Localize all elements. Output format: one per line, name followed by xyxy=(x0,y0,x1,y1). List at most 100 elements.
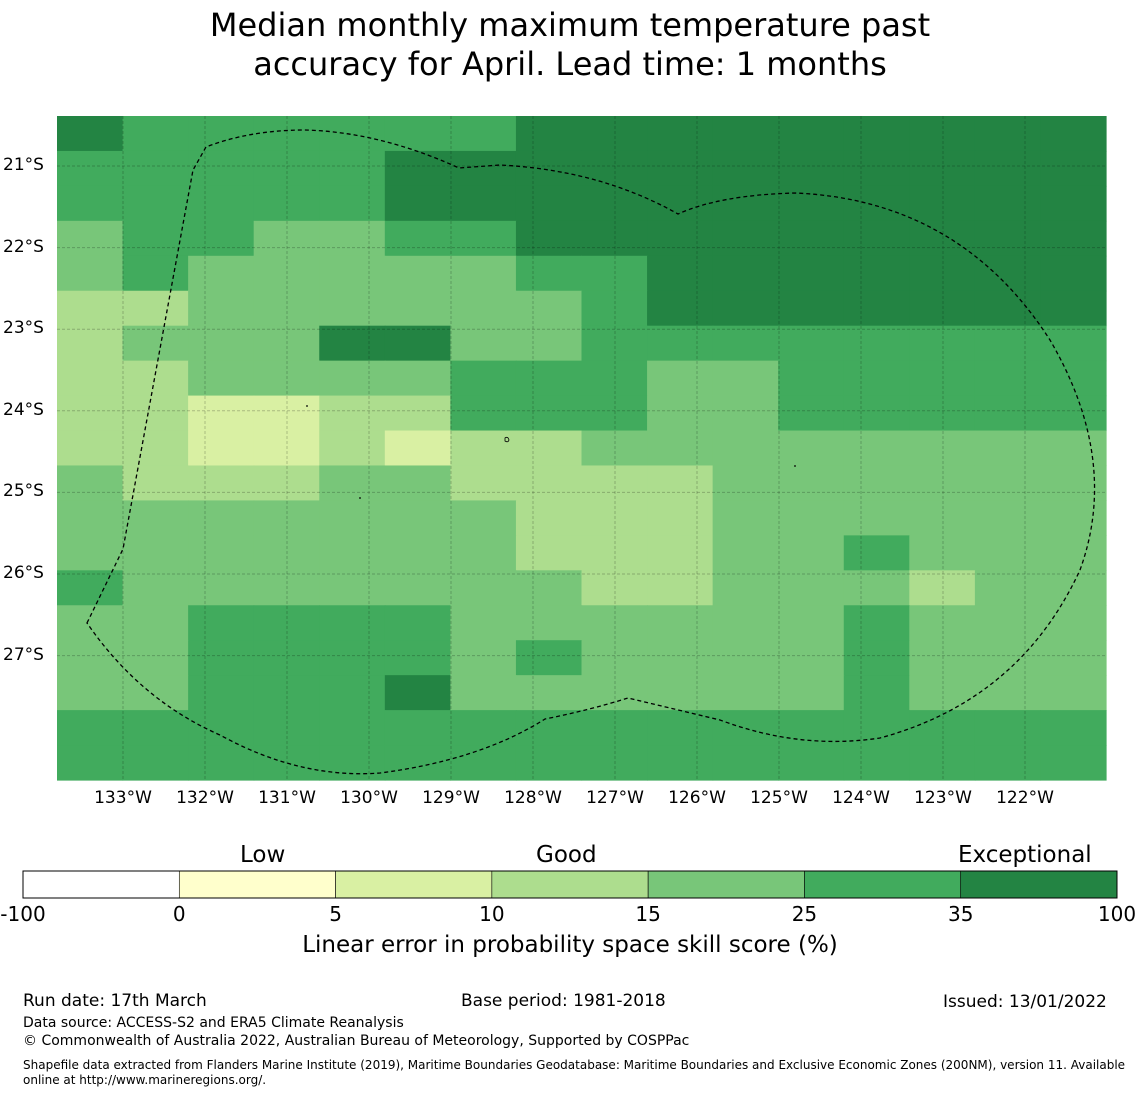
map-cell xyxy=(647,395,714,432)
map-cell xyxy=(581,570,648,606)
lon-tick-label: 132°W xyxy=(176,788,234,808)
map-cell xyxy=(384,325,451,362)
map-cell xyxy=(778,395,845,432)
map-cell xyxy=(712,500,779,536)
map-cell xyxy=(647,640,714,676)
island-dot xyxy=(359,497,361,499)
map-cell xyxy=(188,395,255,432)
map-cell xyxy=(253,116,320,152)
map-cell xyxy=(122,325,189,362)
map-cell xyxy=(57,185,124,222)
map-cell xyxy=(1040,325,1107,362)
map-cell xyxy=(647,745,714,781)
island-dot xyxy=(794,465,796,467)
map-cell xyxy=(581,185,648,222)
map-cell xyxy=(450,605,517,641)
map-cell xyxy=(515,220,583,257)
map-cell xyxy=(778,535,845,571)
map-cell xyxy=(122,360,189,397)
map-cell xyxy=(319,675,386,711)
map-cell xyxy=(319,535,386,571)
map-cell xyxy=(843,185,910,222)
lon-tick-label: 128°W xyxy=(504,788,562,808)
colorbar-label-good: Good xyxy=(536,842,597,868)
map-cell xyxy=(57,395,124,432)
map-cell xyxy=(909,745,976,781)
map-cell xyxy=(122,500,189,536)
map-cell xyxy=(1040,430,1107,467)
lon-tick-label: 122°W xyxy=(996,788,1054,808)
lat-tick-label: 22°S xyxy=(3,236,44,257)
map-cell xyxy=(450,465,517,502)
map-cell xyxy=(122,290,189,327)
map-cell xyxy=(581,640,648,676)
map-cell xyxy=(581,220,648,257)
map-cell xyxy=(450,150,517,187)
map-cell xyxy=(384,535,451,571)
map-cell xyxy=(384,395,451,432)
map-cell xyxy=(778,430,845,467)
map-cell xyxy=(253,500,320,536)
map-cell xyxy=(122,745,189,781)
map-cell xyxy=(581,150,648,187)
map-cell xyxy=(712,465,779,502)
map-cell xyxy=(515,570,583,606)
map-cell xyxy=(253,640,320,676)
map-cell xyxy=(253,745,320,781)
map-cell xyxy=(843,395,910,432)
map-cell xyxy=(515,360,583,397)
map-cell xyxy=(384,220,451,257)
map-cell xyxy=(122,116,189,152)
map-cell xyxy=(647,675,714,711)
map-cell xyxy=(57,150,124,187)
map-cell xyxy=(843,570,910,606)
map-cell xyxy=(581,116,648,152)
map-cell xyxy=(581,255,648,292)
map-cell xyxy=(253,150,320,187)
map-cell xyxy=(778,185,845,222)
map-cell xyxy=(581,535,648,571)
map-cell xyxy=(450,290,517,327)
map-cell xyxy=(581,430,648,467)
map-cell xyxy=(1040,710,1107,746)
map-cell xyxy=(647,185,714,222)
map-cell xyxy=(122,465,189,502)
map-cell xyxy=(515,116,583,152)
map-cell xyxy=(450,116,517,152)
lon-tick-label: 129°W xyxy=(422,788,480,808)
map-cell xyxy=(909,640,976,676)
map-cell xyxy=(1040,360,1107,397)
map-cell xyxy=(778,220,845,257)
map-cell xyxy=(253,395,320,432)
map-cell xyxy=(57,116,124,152)
map-cell xyxy=(122,605,189,641)
map-cell xyxy=(384,150,451,187)
map-cell xyxy=(57,360,124,397)
map-cell xyxy=(122,220,189,257)
map-cell xyxy=(843,710,910,746)
map-cell xyxy=(188,570,255,606)
map-cell xyxy=(253,255,320,292)
map-cell xyxy=(188,220,255,257)
map-cell xyxy=(384,465,451,502)
map-cell xyxy=(712,220,779,257)
map-cell xyxy=(188,290,255,327)
map-cell xyxy=(581,395,648,432)
map-cell xyxy=(909,360,976,397)
map-cell xyxy=(778,360,845,397)
map-cell xyxy=(712,116,779,152)
map-cell xyxy=(188,675,255,711)
map-cell xyxy=(581,605,648,641)
lon-tick-label: 131°W xyxy=(258,788,316,808)
lon-tick-label: 125°W xyxy=(750,788,808,808)
map-cell xyxy=(253,675,320,711)
map-cell xyxy=(647,430,714,467)
map-cell xyxy=(515,430,583,467)
map-cell xyxy=(384,500,451,536)
map-cell xyxy=(909,500,976,536)
colorbar-segment xyxy=(491,870,649,899)
map-cell xyxy=(647,150,714,187)
map-cell xyxy=(1040,150,1107,187)
map-cell xyxy=(581,290,648,327)
